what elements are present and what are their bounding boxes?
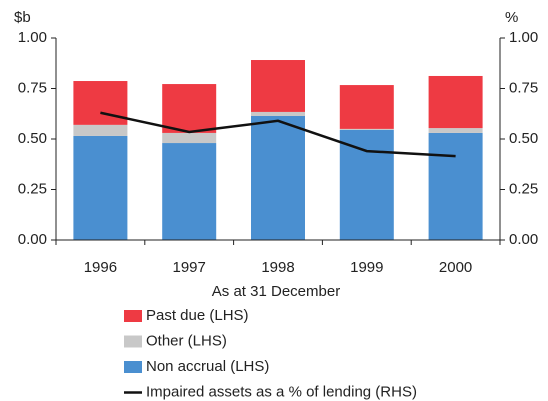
y2-tick-label: 0.25 [509, 180, 538, 197]
x-tick-label: 2000 [439, 259, 472, 276]
bar-segment [251, 115, 305, 240]
legend-label: Other (LHS) [146, 332, 227, 349]
legend-label: Impaired assets as a % of lending (RHS) [146, 383, 417, 400]
x-tick-label: 1997 [173, 259, 206, 276]
y2-tick-label: 1.00 [509, 29, 538, 46]
bar-segment [73, 124, 128, 136]
legend-swatch [124, 335, 142, 348]
y2-tick-label: 0.50 [509, 130, 538, 147]
line-series [100, 111, 456, 158]
bar-segment [339, 85, 394, 129]
legend-swatch [124, 361, 142, 373]
bar-segment [428, 75, 483, 129]
bar-segment [162, 143, 217, 240]
y2-tick-label: 0.00 [509, 231, 538, 248]
y-axis-label: $b [14, 9, 31, 26]
y-tick-label: 1.00 [18, 29, 47, 46]
legend-label: Non accrual (LHS) [146, 358, 269, 375]
x-axis-label: As at 31 December [212, 283, 340, 300]
bar-segment [251, 60, 305, 112]
y-tick-label: 0.50 [18, 130, 47, 147]
x-tick-label: 1999 [350, 259, 383, 276]
y2-axis-label: % [505, 9, 518, 26]
bar-segment [73, 135, 128, 240]
bar-segment [251, 111, 305, 116]
x-tick-label: 1998 [261, 259, 294, 276]
y-tick-label: 0.75 [18, 79, 47, 96]
bar-segment [339, 128, 394, 130]
bar-segment [162, 84, 217, 133]
legend-label: Past due (LHS) [146, 307, 249, 324]
bar-segment [428, 132, 483, 240]
bar-segment [339, 129, 394, 240]
bar-segment [162, 132, 217, 144]
y2-tick-label: 0.75 [509, 79, 538, 96]
bar-segment [428, 128, 483, 133]
y-tick-label: 0.00 [18, 231, 47, 248]
legend-swatch [124, 310, 142, 322]
y-tick-label: 0.25 [18, 180, 47, 197]
x-tick-label: 1996 [84, 259, 117, 276]
bar-segment [73, 81, 128, 125]
